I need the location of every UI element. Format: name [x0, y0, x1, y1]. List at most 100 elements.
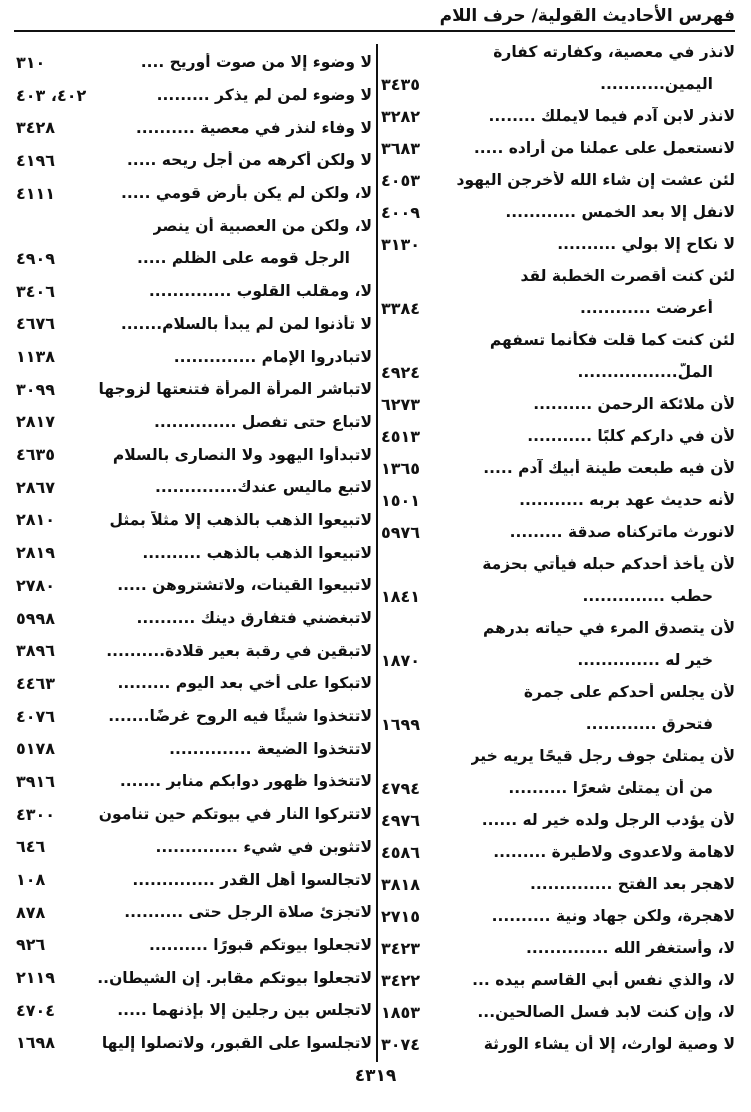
entry-hadith-number: ٢١١٩: [16, 968, 56, 988]
entry-text: لانورث ماتركناه صدقة .........: [509, 523, 735, 541]
entry-text: لاتجلسوا على القبور، ولاتصلوا إليها: [101, 1033, 372, 1052]
index-entry: الرجل قومه على الظلم ..... ٤٩٠٩: [14, 242, 372, 275]
index-entry: لاتجالسوا أهل القدر .............. ١٠٨: [14, 863, 372, 896]
index-entry: لاتتخذوا الضيعة .............. ٥١٧٨: [14, 732, 372, 765]
index-entry: لاتبكوا على أخي بعد اليوم ......... ٤٤٦٣: [14, 667, 372, 700]
entry-hadith-number: ٣٤٣٥: [381, 74, 421, 94]
index-column-left: لا وضوء إلا من صوت أوريح .... ٣١٠ لا وضوء …: [14, 46, 372, 1059]
entry-text: لاهجر بعد الفتح ..............: [529, 875, 735, 893]
entry-hadith-number: ٨٧٨: [16, 902, 46, 922]
index-entry: لا وضوء إلا من صوت أوريح .... ٣١٠: [14, 46, 372, 79]
entry-text: لاتبكوا على أخي بعد اليوم .........: [117, 674, 372, 693]
index-entry: لاتبدأوا اليهود ولا النصارى بالسلام ٤٦٣٥: [14, 438, 372, 471]
index-entry: لئن كنت كما قلت فكأنما تسفهم: [379, 324, 735, 356]
entry-hadith-number: ٤٦٣٥: [16, 445, 56, 465]
entry-hadith-number: ٤٩٠٩: [16, 248, 56, 268]
entry-text: لا، والذي نفس أبي القاسم بيده ...: [472, 971, 735, 989]
entry-text: لا وضوء لمن لم يذكر .........: [156, 86, 372, 105]
index-entry: لأن ملائكة الرحمن .......... ٦٢٧٣: [379, 388, 735, 420]
index-entry: حطب .............. ١٨٤١: [379, 580, 735, 612]
entry-text: لاتبيعوا الذهب بالذهب إلا مثلاً بمثل: [109, 510, 372, 529]
entry-text: لاتبقين في رقبة بعير قلادة..........: [106, 641, 372, 660]
entry-text: لانفل إلا بعد الخمس ............: [505, 203, 735, 221]
index-entry: فتحرق ............ ١٦٩٩: [379, 708, 735, 740]
entry-text: لئن كنت أقصرت الخطبة لقد: [520, 267, 735, 285]
index-entry: لاتبغضني فتفارق دينك .......... ٥٩٩٨: [14, 602, 372, 635]
entry-text: لأن يؤدب الرجل ولده خير له ......: [481, 811, 735, 829]
entry-text: لاتبيعوا القينات، ولاتشتروهن .....: [117, 576, 372, 595]
index-entry: لاتجعلوا بيوتكم مقابر. إن الشيطان.. ٢١١٩: [14, 961, 372, 994]
entry-hadith-number: ٤٠٠٩: [381, 202, 421, 222]
entry-text: لأن ملائكة الرحمن ..........: [533, 395, 735, 413]
entry-hadith-number: ٣١٣٠: [381, 234, 421, 254]
entry-hadith-number: ١٣٦٥: [381, 458, 421, 478]
entry-hadith-number: ٣٨١٨: [381, 874, 421, 894]
entry-text: اليمين...........: [600, 75, 713, 93]
index-entry: لاتتخذوا ظهور دوابكم منابر ....... ٣٩١٦: [14, 765, 372, 798]
entry-hadith-number: ٤٠٧٦: [16, 706, 56, 726]
entry-hadith-number: ٤٩٢٤: [381, 362, 421, 382]
entry-text: لاهجرة، ولكن جهاد ونية ..........: [491, 907, 735, 925]
index-entry: لا، وأستغفر الله .............. ٣٤٢٣: [379, 932, 735, 964]
entry-text: لاتجعلوا بيوتكم مقابر. إن الشيطان..: [97, 968, 372, 987]
index-entry: لاتتخذوا شيئًا فيه الروح غرضًا....... ٤٠٧…: [14, 700, 372, 733]
header-title: فهرس الأحاديث القولية/ حرف اللام: [433, 6, 735, 26]
entry-hadith-number: ٢٧١٥: [381, 906, 421, 926]
entry-hadith-number: ٩٢٦: [16, 935, 46, 955]
entry-text: لأن يجلس أحدكم على جمرة: [523, 683, 735, 701]
index-entry: أعرضت ............ ٣٣٨٤: [379, 292, 735, 324]
index-entry: لأن يجلس أحدكم على جمرة: [379, 676, 735, 708]
index-entry: لئن عشت إن شاء الله لأخرجن اليهود ٤٠٥٣: [379, 164, 735, 196]
entry-hadith-number: ٤٧٩٤: [381, 778, 421, 798]
entry-text: لاتباع حتى تفصل ..............: [154, 412, 372, 431]
entry-hadith-number: ٦٢٧٣: [381, 394, 421, 414]
entry-text: لاتبيعوا الذهب بالذهب ..........: [142, 543, 372, 562]
entry-text: لأن يمتلئ جوف رجل قيحًا يريه خير: [470, 747, 735, 765]
entry-hadith-number: ١٨٧٠: [381, 650, 421, 670]
entry-hadith-number: ٣٦٨٣: [381, 138, 421, 158]
entry-text: لا نكاح إلا بولي ..........: [557, 235, 735, 253]
entry-text: لاهامة ولاعدوى ولاطيرة .........: [493, 843, 735, 861]
entry-text: لئن كنت كما قلت فكأنما تسفهم: [489, 331, 735, 349]
index-entry: الملّ................. ٤٩٢٤: [379, 356, 735, 388]
index-entry: لأن فيه طبعت طينة أبيك آدم ..... ١٣٦٥: [379, 452, 735, 484]
entry-text: لأن فيه طبعت طينة أبيك آدم .....: [483, 459, 735, 477]
index-entry: لاتجزئ صلاة الرجل حتى .......... ٨٧٨: [14, 896, 372, 929]
entry-text: لاتبع ماليس عندك..............: [154, 478, 372, 497]
entry-text: الرجل قومه على الظلم .....: [137, 249, 350, 268]
entry-text: لا وصية لوارث، إلا أن يشاء الورثة: [483, 1035, 735, 1053]
entry-hadith-number: ٤٥١٣: [381, 426, 421, 446]
entry-hadith-number: ٣٤٢٣: [381, 938, 421, 958]
entry-text: لا، وإن كنت لابد فسل الصالحين...: [477, 1003, 735, 1021]
entry-hadith-number: ١٥٠١: [381, 490, 421, 510]
entry-text: لا وفاء لنذر في معصية ..........: [135, 118, 372, 137]
entry-text: لاتبغضني فتفارق دينك ..........: [136, 609, 372, 628]
index-entry: خير له .............. ١٨٧٠: [379, 644, 735, 676]
entry-hadith-number: ٣٢٨٢: [381, 106, 421, 126]
entry-text: خير له ..............: [577, 651, 713, 669]
index-entry: لاتتركوا النار في بيوتكم حين تنامون ٤٣٠٠: [14, 798, 372, 831]
entry-text: لاتتخذوا ظهور دوابكم منابر .......: [119, 772, 372, 791]
entry-text: لأن في داركم كلبًا ...........: [527, 427, 735, 445]
entry-hadith-number: ٤٠٢، ٤٠٣: [16, 85, 87, 105]
entry-hadith-number: ٣٤٢٨: [16, 118, 56, 138]
entry-text: لا، وأستغفر الله ..............: [526, 939, 735, 957]
index-entry: لأن يؤدب الرجل ولده خير له ...... ٤٩٧٦: [379, 804, 735, 836]
index-entry: لأن يأخذ أحدكم حبله فيأتي بحزمة: [379, 548, 735, 580]
entry-text: حطب ..............: [582, 587, 713, 605]
index-entry: من أن يمتلئ شعرًا .......... ٤٧٩٤: [379, 772, 735, 804]
index-entry: لاتجلس بين رجلين إلا بإذنهما ..... ٤٧٠٤: [14, 994, 372, 1027]
entry-hadith-number: ٣٠٩٩: [16, 379, 56, 399]
entry-hadith-number: ٤٣٠٠: [16, 804, 56, 824]
entry-hadith-number: ٤٧٠٤: [16, 1000, 56, 1020]
entry-text: من أن يمتلئ شعرًا ..........: [508, 779, 713, 797]
entry-hadith-number: ٤١٩٦: [16, 150, 56, 170]
entry-text: أعرضت ............: [580, 299, 713, 317]
entry-hadith-number: ٥١٧٨: [16, 739, 56, 759]
index-entry: لأن يتصدق المرء في حياته بدرهم: [379, 612, 735, 644]
entry-text: لا تأذنوا لمن لم يبدأ بالسلام.......: [120, 314, 372, 333]
index-entry: لانورث ماتركناه صدقة ......... ٥٩٧٦: [379, 516, 735, 548]
entry-hadith-number: ٣٨٩٦: [16, 641, 56, 661]
entry-text: لئن عشت إن شاء الله لأخرجن اليهود: [456, 171, 735, 189]
column-divider: [376, 44, 378, 1062]
